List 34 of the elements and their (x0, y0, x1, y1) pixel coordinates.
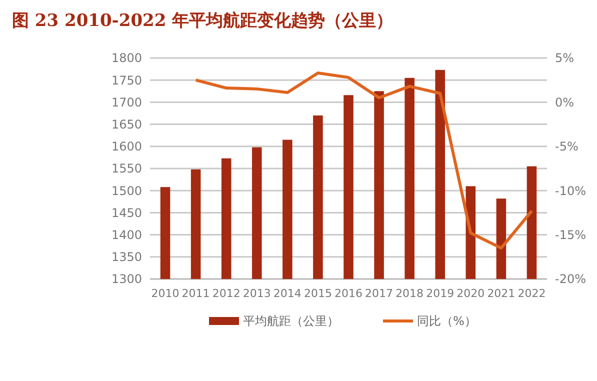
x-tick-label: 2010 (151, 287, 180, 300)
y-tick-label: 1500 (111, 184, 142, 198)
legend-label: 平均航距（公里） (243, 314, 339, 328)
y2-tick-label: -20% (555, 272, 586, 286)
y-tick-label: 1450 (111, 206, 142, 220)
y2-tick-label: -5% (555, 140, 578, 154)
x-tick-label: 2015 (304, 287, 332, 300)
y2-tick-label: 0% (555, 95, 574, 110)
y-tick-label: 1600 (111, 140, 142, 154)
line-series (194, 72, 534, 250)
x-tick-label: 2017 (365, 287, 394, 300)
x-tick-label: 2016 (334, 287, 362, 300)
y-tick-label: 1550 (111, 162, 142, 176)
x-tick-label: 2012 (212, 287, 240, 300)
y-tick-label: 1750 (111, 73, 142, 88)
y-tick-label: 1300 (111, 272, 142, 286)
x-tick-label: 2020 (456, 287, 485, 300)
x-tick-label: 2021 (487, 287, 516, 300)
legend-label: 同比（%） (417, 314, 476, 328)
x-tick-label: 2019 (426, 287, 454, 300)
x-tick-label: 2022 (518, 287, 546, 300)
chart-title: 图 23 2010-2022 年平均航距变化趋势（公里） (12, 11, 394, 31)
x-tick-label: 2014 (273, 287, 302, 300)
y2-tick-label: 5% (555, 51, 574, 66)
x-tick-label: 2013 (242, 287, 271, 300)
y2-tick-label: -10% (555, 184, 586, 198)
y-tick-label: 1700 (111, 95, 142, 110)
y-tick-label: 1800 (111, 51, 142, 66)
x-tick-label: 2018 (396, 287, 424, 300)
y2-tick-label: -15% (555, 228, 586, 242)
y-tick-label: 1350 (111, 250, 142, 264)
y-tick-label: 1650 (111, 118, 142, 132)
y-tick-label: 1400 (111, 228, 142, 242)
x-tick-label: 2011 (182, 287, 210, 300)
